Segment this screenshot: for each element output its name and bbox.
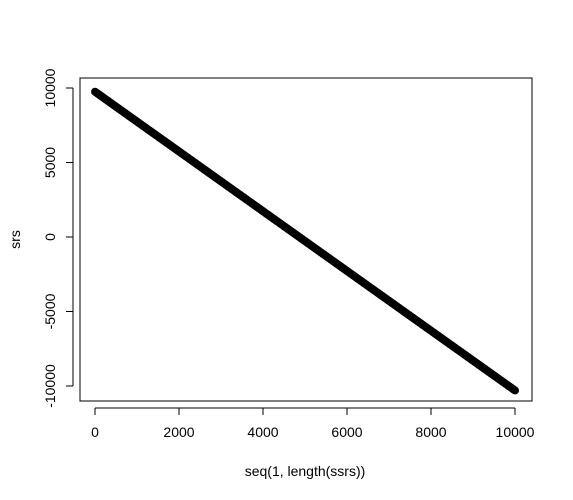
x-tick-label: 4000 bbox=[247, 424, 278, 440]
x-tick-label: 0 bbox=[91, 424, 99, 440]
x-axis-title: seq(1, length(ssrs)) bbox=[245, 463, 366, 479]
x-tick-label: 6000 bbox=[331, 424, 362, 440]
y-tick-label: -10000 bbox=[42, 364, 58, 408]
y-axis: 10000 5000 0 -5000 -10000 bbox=[42, 68, 74, 408]
data-point bbox=[511, 386, 519, 395]
x-tick-label: 10000 bbox=[496, 424, 535, 440]
y-tick-label: 10000 bbox=[42, 68, 58, 107]
y-tick-label: 0 bbox=[42, 233, 58, 241]
y-tick-label: -5000 bbox=[42, 293, 58, 329]
x-tick-label: 2000 bbox=[163, 424, 194, 440]
x-axis: 0 2000 4000 6000 8000 10000 bbox=[91, 407, 535, 440]
x-tick-label: 8000 bbox=[415, 424, 446, 440]
y-axis-title: srs bbox=[7, 230, 23, 249]
plot-frame bbox=[79, 77, 533, 402]
y-tick-label: 5000 bbox=[42, 147, 58, 178]
data-points bbox=[91, 87, 519, 395]
